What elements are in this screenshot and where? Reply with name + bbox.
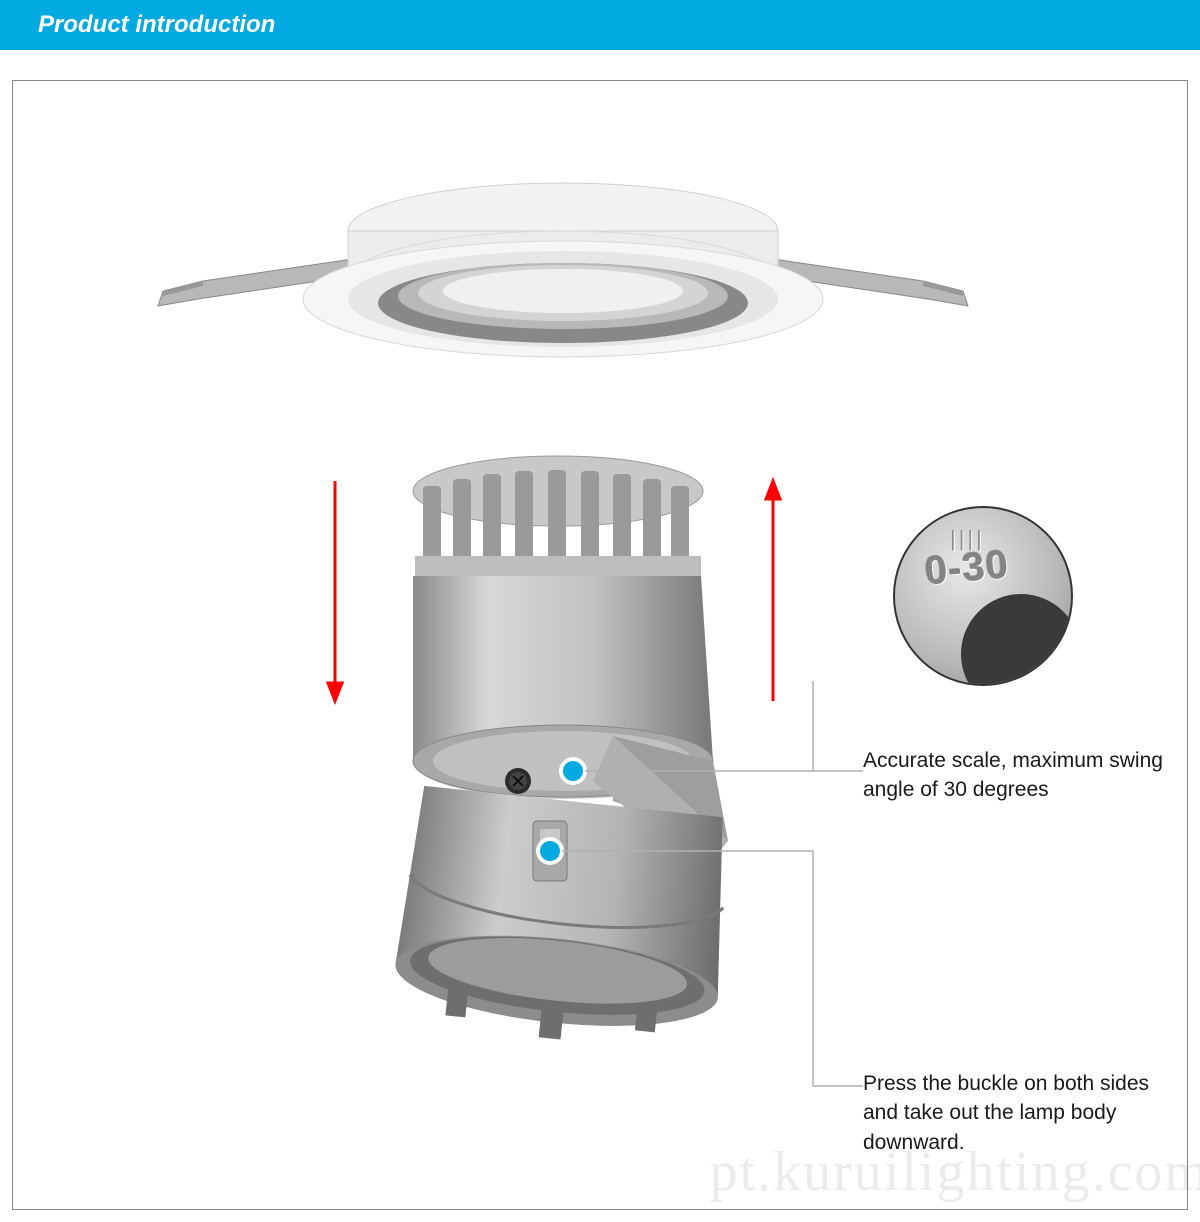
arrow-left — [328, 481, 342, 701]
arrow-right — [766, 481, 780, 701]
callout-dot-scale — [559, 757, 587, 785]
detail-circle: |||| 0-30 — [893, 506, 1073, 686]
header-title: Product introduction — [38, 11, 275, 39]
content-frame: |||| 0-30 Accurate scale, maximum swing … — [12, 80, 1188, 1210]
callout-dot-buckle — [536, 837, 564, 865]
detail-label: 0-30 — [923, 542, 1011, 594]
watermark: pt.kuruilighting.com — [710, 1140, 1200, 1204]
lamp-body — [389, 456, 736, 1055]
header-bar: Product introduction — [0, 0, 1200, 50]
callout-scale-text: Accurate scale, maximum swing angle of 3… — [863, 746, 1193, 805]
